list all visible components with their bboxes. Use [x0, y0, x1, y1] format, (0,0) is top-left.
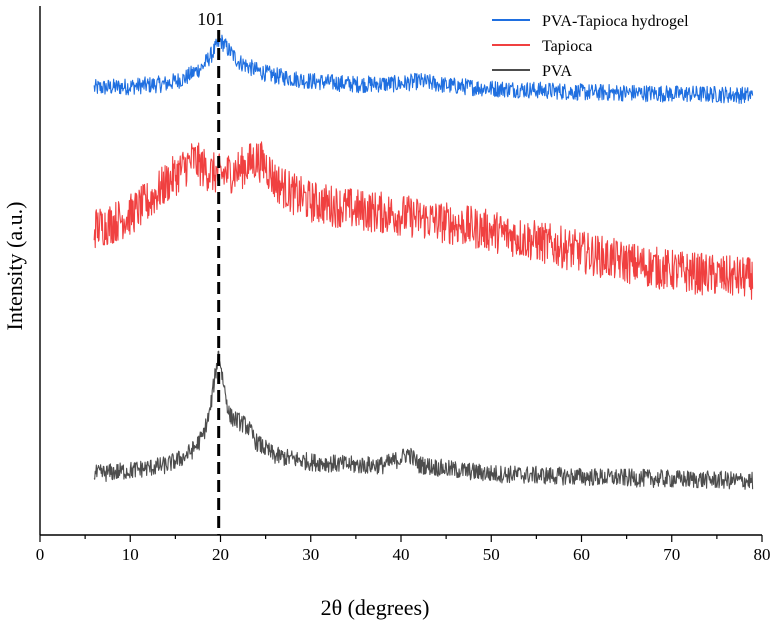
x-tick-label: 20	[212, 545, 229, 564]
x-tick-label: 70	[663, 545, 680, 564]
x-tick-label: 30	[302, 545, 319, 564]
x-tick-label: 40	[393, 545, 410, 564]
x-tick-label: 60	[573, 545, 590, 564]
x-tick-label: 0	[36, 545, 45, 564]
series-line-tapioca	[93, 141, 754, 300]
legend-label: PVA-Tapioca hydrogel	[542, 13, 689, 30]
x-tick-label: 50	[483, 545, 500, 564]
legend-label: PVA	[542, 63, 572, 80]
legend-label: Tapioca	[542, 38, 592, 55]
series-line-pva	[93, 350, 754, 490]
legend: PVA-Tapioca hydrogel Tapioca PVA	[492, 13, 689, 80]
series-line-pva-tapioca-hydrogel	[93, 34, 754, 104]
x-tick-label: 10	[122, 545, 139, 564]
series-layer	[93, 34, 754, 490]
reference-label-101: 101	[197, 9, 224, 29]
x-axis-title: 2θ (degrees)	[321, 595, 430, 620]
x-ticks: 0 10 20 30 40 50 60 70 80	[36, 535, 771, 564]
y-axis-title: Intensity (a.u.)	[2, 202, 27, 331]
x-tick-label: 80	[754, 545, 771, 564]
